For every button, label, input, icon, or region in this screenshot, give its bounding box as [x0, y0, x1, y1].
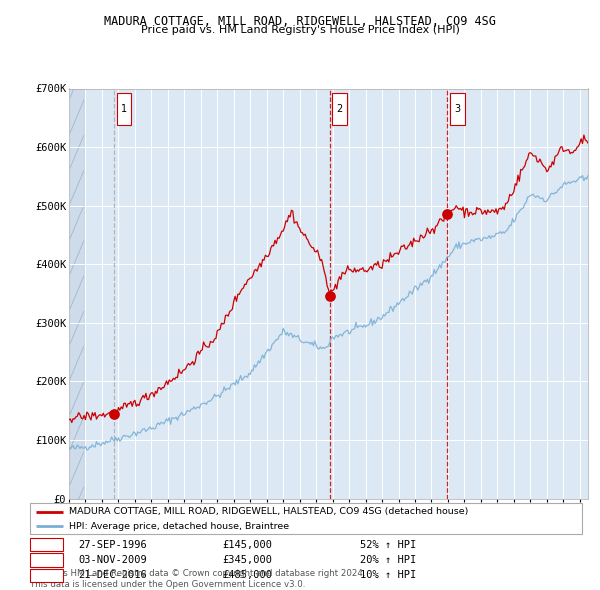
Text: 21-DEC-2016: 21-DEC-2016	[78, 571, 147, 580]
Text: Contains HM Land Registry data © Crown copyright and database right 2024.
This d: Contains HM Land Registry data © Crown c…	[30, 569, 365, 589]
Text: £145,000: £145,000	[222, 540, 272, 549]
Text: 1: 1	[121, 104, 127, 114]
Text: 3: 3	[44, 571, 50, 580]
Text: MADURA COTTAGE, MILL ROAD, RIDGEWELL, HALSTEAD, CO9 4SG (detached house): MADURA COTTAGE, MILL ROAD, RIDGEWELL, HA…	[68, 507, 468, 516]
FancyBboxPatch shape	[332, 93, 347, 126]
Point	[325, 291, 335, 301]
FancyBboxPatch shape	[116, 93, 131, 126]
Text: 2: 2	[337, 104, 343, 114]
Text: 03-NOV-2009: 03-NOV-2009	[78, 555, 147, 565]
Text: 20% ↑ HPI: 20% ↑ HPI	[360, 555, 416, 565]
Text: £345,000: £345,000	[222, 555, 272, 565]
Text: MADURA COTTAGE, MILL ROAD, RIDGEWELL, HALSTEAD, CO9 4SG: MADURA COTTAGE, MILL ROAD, RIDGEWELL, HA…	[104, 15, 496, 28]
Text: 27-SEP-1996: 27-SEP-1996	[78, 540, 147, 549]
Text: 2: 2	[44, 555, 50, 565]
Point	[443, 209, 452, 219]
Text: Price paid vs. HM Land Registry's House Price Index (HPI): Price paid vs. HM Land Registry's House …	[140, 25, 460, 35]
Text: 52% ↑ HPI: 52% ↑ HPI	[360, 540, 416, 549]
FancyBboxPatch shape	[450, 93, 465, 126]
Text: 3: 3	[454, 104, 460, 114]
Point	[109, 409, 119, 418]
Text: 10% ↑ HPI: 10% ↑ HPI	[360, 571, 416, 580]
FancyBboxPatch shape	[30, 503, 582, 534]
Text: £485,000: £485,000	[222, 571, 272, 580]
Text: HPI: Average price, detached house, Braintree: HPI: Average price, detached house, Brai…	[68, 522, 289, 531]
Text: 1: 1	[44, 540, 50, 549]
